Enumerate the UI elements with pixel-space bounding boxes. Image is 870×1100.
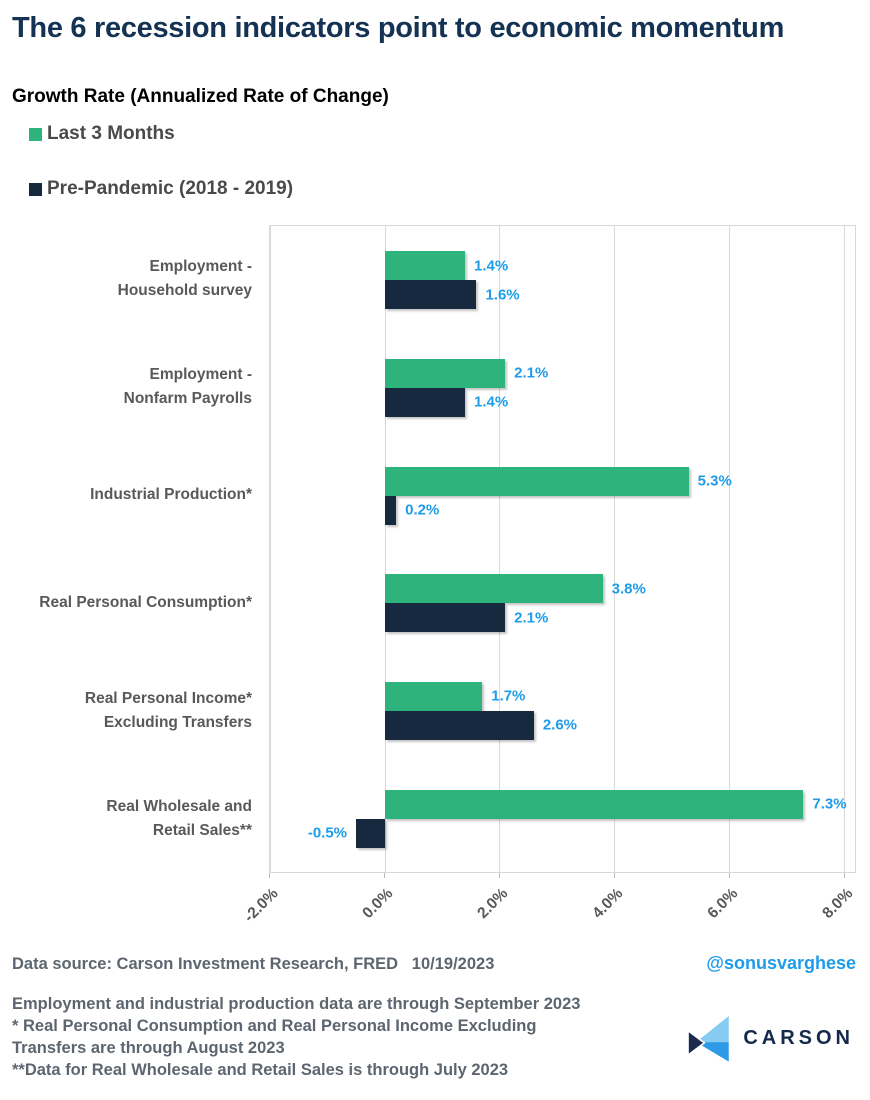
bar-value-label: 5.3% <box>697 472 732 490</box>
footnote-line: Transfers are through August 2023 <box>12 1039 285 1058</box>
legend-item-last-3-months: Last 3 Months <box>29 123 856 145</box>
bar-chart: Employment - Household survey Employment -… <box>12 225 856 874</box>
value-axis: -2.0% 0.0% 2.0% 4.0% 6.0% 8.0% <box>240 873 857 949</box>
gridline <box>270 226 271 873</box>
bar-group: 5.3% 0.2% <box>270 442 855 550</box>
category-label: Employment - Household survey <box>117 258 252 300</box>
bar-value-label: 1.6% <box>485 286 520 304</box>
axis-tick-mark <box>844 873 846 879</box>
footnote-line: Employment and industrial production dat… <box>12 995 581 1014</box>
notes-row: Employment and industrial production dat… <box>12 994 856 1082</box>
carson-chevron-icon <box>688 1016 730 1062</box>
bar-group: 1.7% 2.6% <box>270 657 855 765</box>
bar-last-3-months: 2.1% <box>384 358 548 388</box>
gridline <box>499 226 501 873</box>
axis-tick-mark <box>384 873 386 879</box>
legend-swatch-green <box>29 127 42 141</box>
axis-tick-mark <box>269 873 270 879</box>
category-label: Real Wholesale and Retail Sales** <box>106 798 252 840</box>
axis-tick-mark <box>729 873 731 879</box>
bar-value-label: 0.2% <box>405 501 440 519</box>
legend-label-pre-pandemic: Pre-Pandemic (2018 - 2019) <box>47 178 294 200</box>
legend: Last 3 Months Pre-Pandemic (2018 - 2019) <box>29 123 856 200</box>
axis-unit-title: Growth Rate (Annualized Rate of Change) <box>12 86 389 108</box>
bar-value-label: 7.3% <box>812 795 847 813</box>
bar-last-3-months: 3.8% <box>384 574 646 604</box>
gridline <box>384 226 386 873</box>
carson-wordmark: CARSON <box>743 1026 854 1049</box>
category-label: Real Personal Income* Excluding Transfers <box>84 690 252 732</box>
legend-label-last-3-months: Last 3 Months <box>47 123 175 145</box>
footnotes: Employment and industrial production dat… <box>12 994 580 1082</box>
axis-tick-label: -2.0% <box>240 885 282 927</box>
bar-group: 2.1% 1.4% <box>270 334 855 442</box>
bar-value-label: 1.4% <box>473 393 509 411</box>
axis-tick-label: 8.0% <box>819 885 857 923</box>
bar-group: 7.3% -0.5% <box>270 765 855 873</box>
gridline <box>843 226 845 873</box>
bar-group: 3.8% 2.1% <box>270 549 855 657</box>
author-handle-link[interactable]: @sonusvarghese <box>706 953 856 974</box>
bar-last-3-months: 7.3% <box>384 789 847 819</box>
category-label: Real Personal Consumption* <box>39 594 252 612</box>
bar-last-3-months: 1.4% <box>384 251 508 281</box>
legend-swatch-navy <box>29 182 42 196</box>
chart-title: The 6 recession indicators point to econ… <box>12 12 785 44</box>
bar-value-label: 3.8% <box>611 580 646 598</box>
footnote-line: * Real Personal Consumption and Real Per… <box>12 1017 537 1036</box>
bar-pre-pandemic-2018-2019: 2.1% <box>384 603 548 633</box>
footer: Data source: Carson Investment Research,… <box>12 953 856 1082</box>
category-label: Employment - Nonfarm Payrolls <box>123 366 252 408</box>
bar-group: 1.4% 1.6% <box>270 226 855 334</box>
axis-tick-mark <box>614 873 616 879</box>
bar-pre-pandemic-2018-2019: 1.6% <box>384 280 520 310</box>
gridline <box>614 226 616 873</box>
axis-tick-label: 0.0% <box>359 885 397 923</box>
gridline <box>728 226 730 873</box>
legend-item-pre-pandemic: Pre-Pandemic (2018 - 2019) <box>29 178 856 200</box>
bar-last-3-months: 5.3% <box>384 466 732 496</box>
bar-value-label: 2.1% <box>514 364 549 382</box>
axis-tick-label: 4.0% <box>589 885 627 923</box>
category-label: Industrial Production* <box>90 486 252 504</box>
footnote-line: **Data for Real Wholesale and Retail Sal… <box>12 1061 509 1080</box>
axis-tick-label: 2.0% <box>474 885 512 923</box>
bar-value-label: 2.6% <box>542 716 578 734</box>
axis-tick-label: 6.0% <box>704 885 742 923</box>
source-row: Data source: Carson Investment Research,… <box>12 953 856 974</box>
data-source-text: Data source: Carson Investment Research,… <box>12 955 495 974</box>
bar-value-label: 1.7% <box>491 687 526 705</box>
bar-pre-pandemic-2018-2019: 1.4% <box>384 387 508 417</box>
bar-value-label: 1.4% <box>473 257 509 275</box>
bar-value-label: -0.5% <box>307 824 348 842</box>
bar-value-label: 2.1% <box>514 609 549 627</box>
category-axis: Employment - Household survey Employment -… <box>12 225 269 873</box>
axis-tick-mark <box>499 873 501 879</box>
plot-area: 1.4% 1.6% 2.1% 1.4% 5.3% 0.2% 3.8% 2.1% 1.7% 2.6%… <box>269 225 856 874</box>
bar-pre-pandemic-2018-2019: 2.6% <box>384 710 577 740</box>
bar-pre-pandemic-2018-2019: 0.2% <box>384 495 439 525</box>
bar-last-3-months: 1.7% <box>384 681 525 711</box>
bar-pre-pandemic-2018-2019: -0.5% <box>308 818 385 848</box>
carson-logo: CARSON <box>688 1012 854 1064</box>
